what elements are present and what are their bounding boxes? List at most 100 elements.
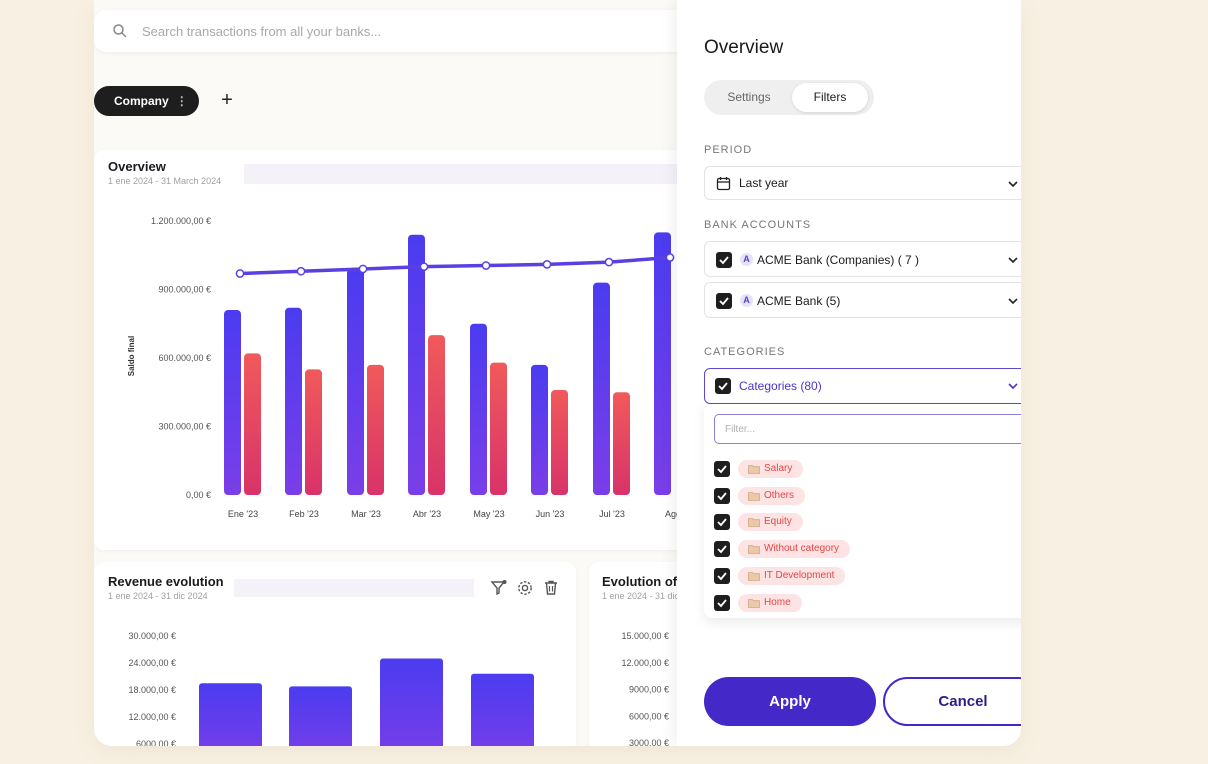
folder-icon bbox=[748, 465, 760, 474]
search-bar[interactable] bbox=[94, 10, 694, 52]
add-tab-button[interactable]: + bbox=[221, 89, 233, 111]
bank-name: ACME Bank (Companies) ( 7 ) bbox=[757, 253, 920, 267]
line-point bbox=[604, 257, 614, 267]
y-tick-label: 12.000,00 € bbox=[128, 712, 176, 722]
period-select[interactable]: Last year bbox=[704, 166, 1021, 200]
gear-icon[interactable] bbox=[516, 579, 534, 597]
card-title: Overview bbox=[108, 159, 166, 174]
category-checkbox[interactable] bbox=[714, 567, 730, 584]
search-input[interactable] bbox=[142, 23, 602, 39]
cancel-button[interactable]: Cancel bbox=[883, 677, 1021, 726]
bar-balance bbox=[654, 232, 671, 495]
card-subtitle: 1 ene 2024 - 31 dic 2024 bbox=[602, 591, 702, 601]
category-pill: Equity bbox=[738, 513, 803, 532]
folder-icon bbox=[748, 491, 760, 501]
x-tick-label: Ene '23 bbox=[228, 509, 258, 519]
category-pill: Home bbox=[738, 593, 802, 612]
categories-checkbox[interactable] bbox=[715, 378, 731, 394]
tab-filters[interactable]: Filters bbox=[792, 83, 868, 112]
bank-select-acme-companies[interactable]: A ACME Bank (Companies) ( 7 ) bbox=[704, 241, 1021, 277]
x-tick-label: Ago bbox=[665, 509, 681, 519]
category-label: Home bbox=[764, 596, 791, 608]
bar-expense bbox=[367, 364, 384, 495]
category-filter-input[interactable]: Filter... bbox=[714, 414, 1021, 444]
balance-line bbox=[239, 255, 671, 276]
y-tick-label: 6000,00 € bbox=[136, 739, 176, 746]
period-label: PERIOD bbox=[704, 144, 753, 156]
y-tick-label: 30.000,00 € bbox=[128, 631, 176, 641]
bank-select-acme[interactable]: A ACME Bank (5) bbox=[704, 282, 1021, 318]
line-point bbox=[665, 253, 675, 262]
bar-balance bbox=[531, 364, 548, 495]
bank-checkbox[interactable] bbox=[716, 293, 732, 309]
chevron-down-icon bbox=[1008, 181, 1018, 188]
card-subtitle: 1 ene 2024 - 31 March 2024 bbox=[108, 176, 222, 186]
y-tick-label: 1.200.000,00 € bbox=[151, 216, 211, 226]
category-label: IT Development bbox=[764, 569, 835, 581]
line-point bbox=[481, 261, 491, 270]
filter-icon[interactable] bbox=[490, 579, 508, 597]
category-pill: Others bbox=[738, 486, 806, 505]
bar-expense bbox=[490, 362, 507, 495]
y-tick-label: 3000,00 € bbox=[629, 738, 669, 746]
line-point bbox=[358, 264, 368, 274]
category-checkbox[interactable] bbox=[714, 514, 730, 531]
bar-expense bbox=[551, 389, 568, 495]
category-checkbox[interactable] bbox=[714, 487, 730, 504]
y-tick-label: 600.000,00 € bbox=[158, 353, 211, 363]
tab-company[interactable]: Company ⋮ bbox=[94, 86, 199, 116]
revenue-card: Revenue evolution 1 ene 2024 - 31 dic 20… bbox=[94, 562, 576, 746]
evolution-chart: 3000,00 € 6000,00 € 9000,00 € 12.000,00 € 15… bbox=[621, 631, 669, 746]
folder-icon bbox=[748, 518, 760, 528]
y-tick-label: 300.000,00 € bbox=[158, 422, 211, 432]
app-window: Company ⋮ + Overview 1 ene 2024 - 31 Mar… bbox=[94, 0, 1021, 746]
y-tick-label: 15.000,00 € bbox=[621, 631, 669, 641]
y-axis-label: Saldo final bbox=[127, 336, 136, 376]
category-checkbox[interactable] bbox=[714, 461, 730, 477]
category-checkbox[interactable] bbox=[714, 541, 730, 558]
category-label: Equity bbox=[764, 516, 792, 528]
y-tick-label: 900.000,00 € bbox=[158, 285, 211, 295]
card-title: Evolution of bbox=[602, 574, 678, 589]
categories-value: Categories (80) bbox=[739, 379, 822, 393]
x-tick-label: May '23 bbox=[473, 509, 504, 519]
card-title: Revenue evolution bbox=[108, 574, 224, 589]
bar-balance bbox=[285, 307, 302, 495]
overview-chart: Saldo final 0,00 € 300.000,00 € 600.000,00 … bbox=[127, 164, 684, 519]
bar-balance bbox=[224, 310, 241, 495]
x-tick-label: Jul '23 bbox=[599, 509, 625, 519]
period-value: Last year bbox=[739, 176, 789, 190]
panel-title: Overview bbox=[704, 37, 784, 58]
x-tick-label: Jun '23 bbox=[536, 509, 565, 519]
line-point bbox=[419, 262, 429, 272]
y-tick-label: 18.000,00 € bbox=[128, 685, 176, 695]
categories-select[interactable]: Categories (80) bbox=[704, 368, 1021, 404]
settings-panel: Overview Settings Filters PERIOD Last ye… bbox=[677, 0, 1021, 746]
bar-expense bbox=[613, 392, 630, 495]
line-point bbox=[542, 260, 552, 269]
bar-balance bbox=[347, 268, 364, 495]
bank-logo-icon: A bbox=[740, 253, 753, 266]
bar-expense bbox=[244, 353, 261, 495]
bar-balance bbox=[470, 323, 487, 495]
calendar-icon bbox=[716, 177, 731, 191]
category-label: Salary bbox=[764, 463, 793, 474]
line-point bbox=[235, 269, 245, 278]
trash-icon[interactable] bbox=[542, 579, 560, 597]
category-pill: Without category bbox=[738, 540, 851, 559]
bank-accounts-label: BANK ACCOUNTS bbox=[704, 219, 812, 231]
y-tick-label: 9000,00 € bbox=[629, 685, 669, 695]
revenue-bar bbox=[380, 658, 443, 746]
category-checkbox[interactable] bbox=[714, 594, 730, 611]
revenue-bar bbox=[289, 686, 352, 746]
bar-balance bbox=[593, 282, 610, 495]
tab-settings[interactable]: Settings bbox=[727, 90, 771, 104]
folder-icon bbox=[748, 545, 760, 554]
chevron-down-icon bbox=[1008, 383, 1018, 390]
more-options-icon[interactable]: ⋮ bbox=[175, 94, 188, 108]
x-tick-label: Feb '23 bbox=[289, 509, 319, 519]
bank-checkbox[interactable] bbox=[716, 252, 732, 268]
tab-company-label: Company bbox=[114, 94, 169, 108]
bank-name: ACME Bank (5) bbox=[757, 294, 841, 308]
apply-button[interactable]: Apply bbox=[704, 677, 876, 726]
